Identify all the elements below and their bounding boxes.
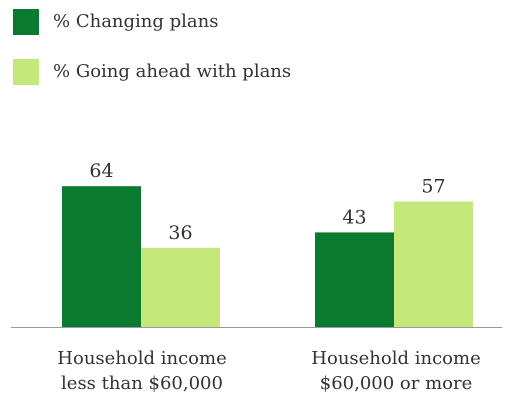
- legend-swatch-going-ahead: [13, 59, 39, 85]
- legend-label-changing-plans: % Changing plans: [53, 11, 219, 32]
- legend-item-changing-plans: % Changing plans: [13, 9, 291, 35]
- category-label-1-line-1: Household income: [57, 348, 226, 369]
- bar-2-series-2: [394, 201, 473, 327]
- bar-1-series-1: [62, 186, 141, 327]
- category-label-1-line-2: less than $60,000: [61, 373, 223, 394]
- value-label-2-series-2: 57: [421, 176, 445, 198]
- value-label-2-series-1: 43: [342, 206, 366, 228]
- legend: % Changing plans % Going ahead with plan…: [13, 9, 291, 109]
- legend-item-going-ahead: % Going ahead with plans: [13, 59, 291, 85]
- legend-label-going-ahead: % Going ahead with plans: [53, 61, 292, 82]
- bar-2-series-1: [315, 232, 394, 327]
- bar-1-series-2: [141, 247, 220, 327]
- legend-swatch-changing-plans: [13, 9, 39, 35]
- category-label-2-line-2: $60,000 or more: [320, 373, 472, 394]
- category-label-2-line-1: Household income: [311, 348, 480, 369]
- value-label-1-series-1: 64: [89, 160, 113, 182]
- value-label-1-series-2: 36: [168, 222, 192, 244]
